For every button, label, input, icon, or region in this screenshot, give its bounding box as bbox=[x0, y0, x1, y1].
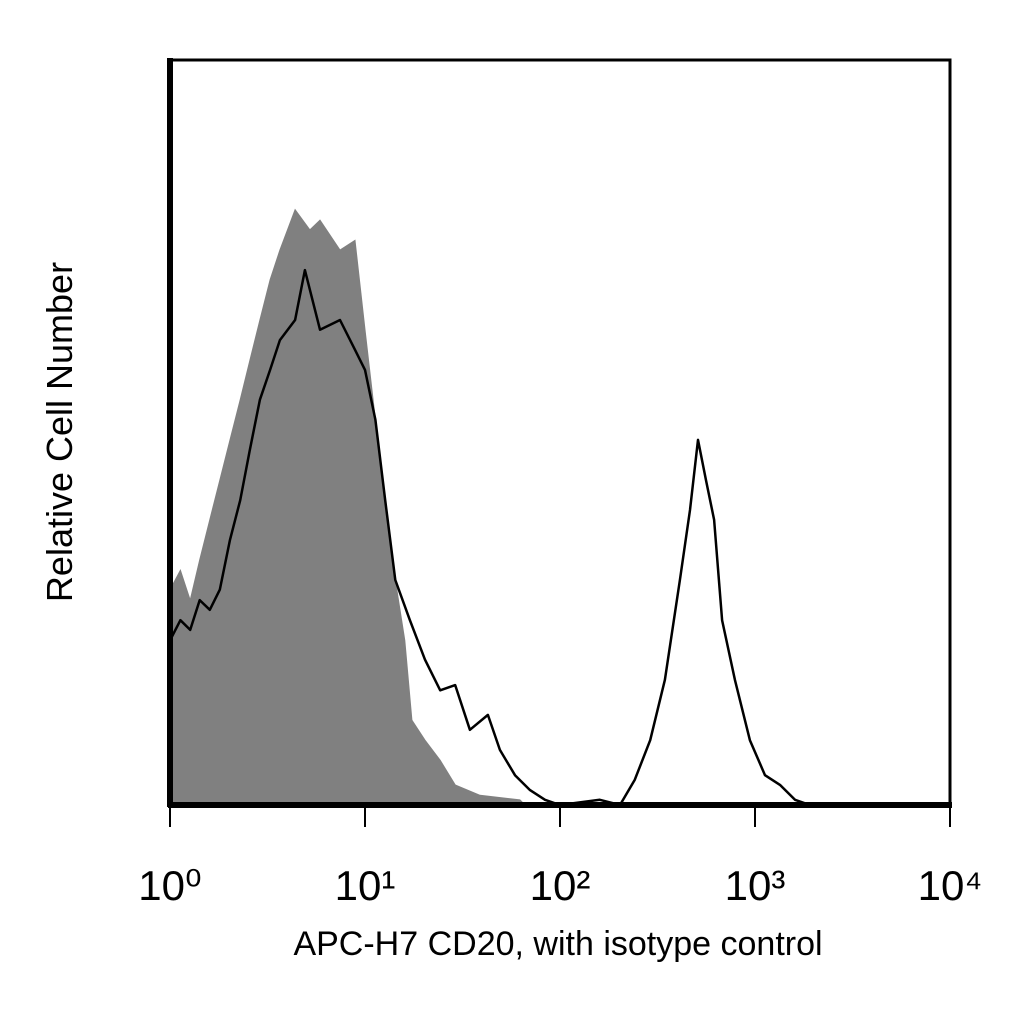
histogram-line bbox=[168, 268, 950, 807]
x-tick-label: 10¹ bbox=[335, 862, 396, 909]
y-axis-label: Relative Cell Number bbox=[39, 262, 80, 602]
histogram-area bbox=[169, 208, 527, 806]
x-tick-label: 10² bbox=[530, 862, 591, 909]
x-tick-label: 10⁴ bbox=[918, 862, 983, 909]
x-axis-label: APC-H7 CD20, with isotype control bbox=[293, 925, 822, 963]
x-tick-label: 10³ bbox=[725, 862, 786, 909]
x-tick-label: 10⁰ bbox=[138, 862, 202, 909]
